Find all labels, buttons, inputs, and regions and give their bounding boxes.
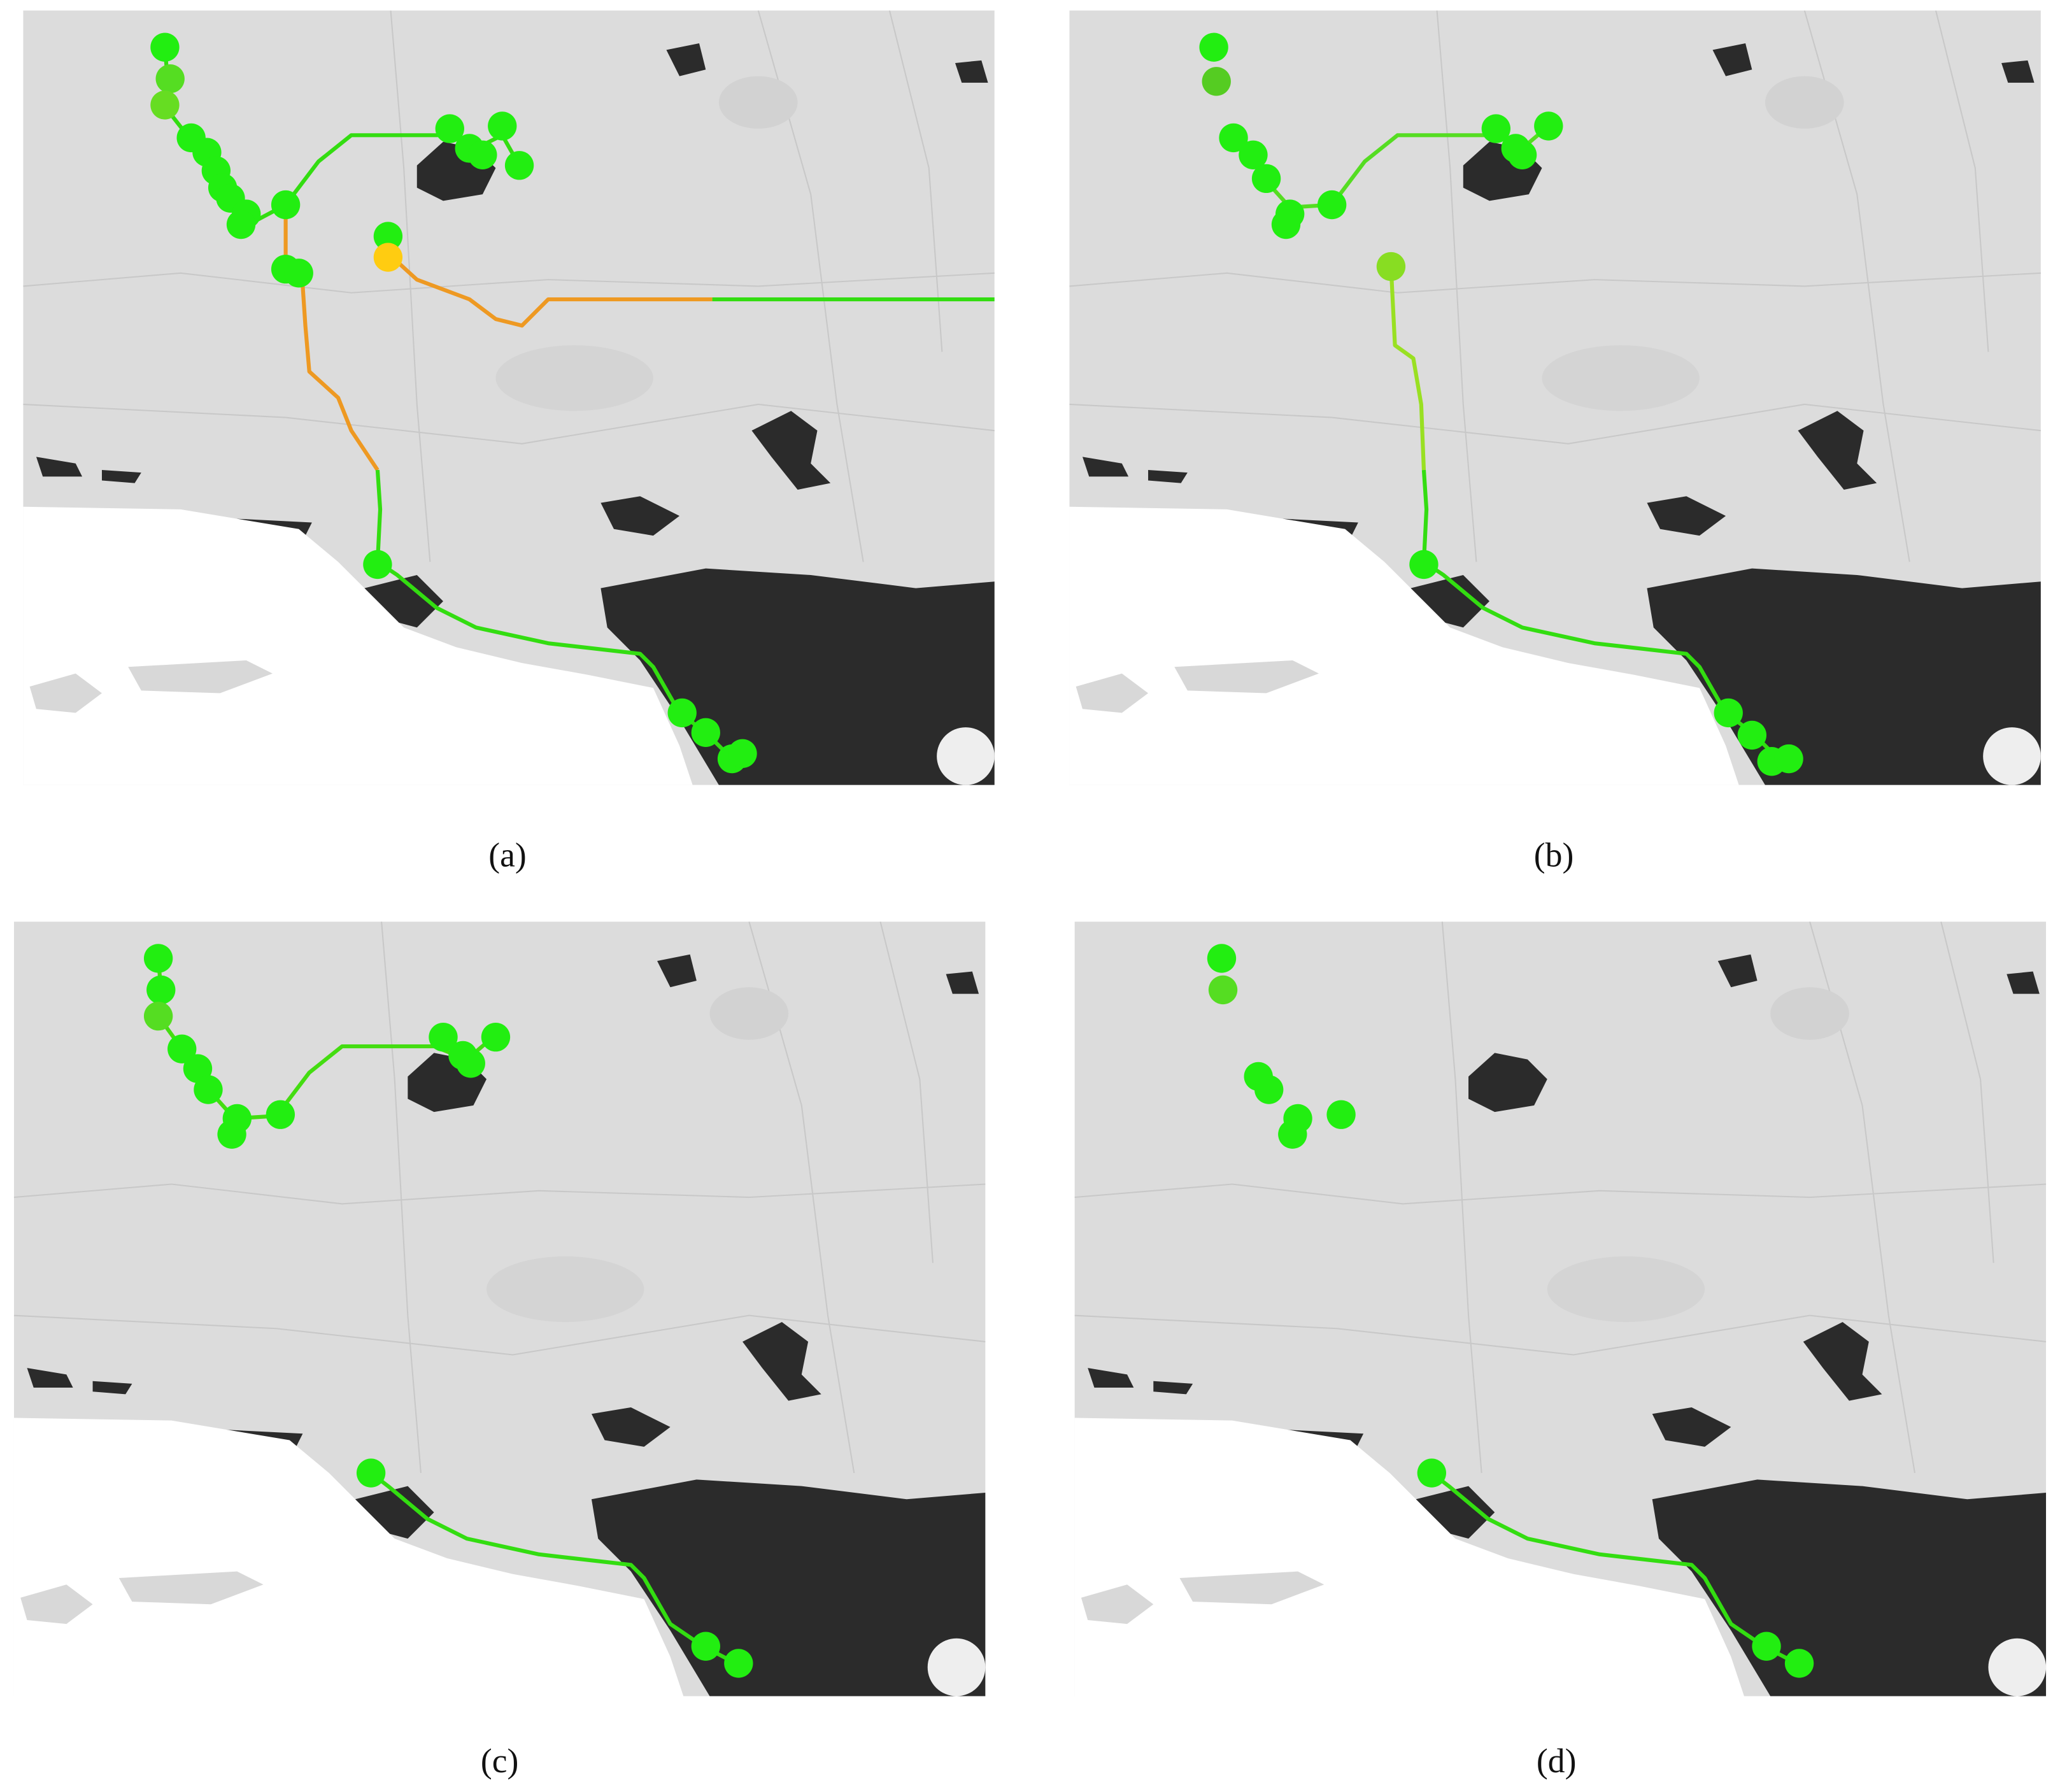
map-panel-a	[23, 10, 995, 785]
panel-caption: (a)	[488, 836, 526, 874]
map-panel-c	[13, 921, 986, 1696]
map-panel-d	[1074, 921, 2047, 1696]
panel-caption: (c)	[481, 1742, 518, 1780]
panel-caption: (d)	[1537, 1742, 1577, 1780]
panel-caption: (b)	[1534, 836, 1573, 874]
map-panel-b	[1069, 10, 2041, 785]
